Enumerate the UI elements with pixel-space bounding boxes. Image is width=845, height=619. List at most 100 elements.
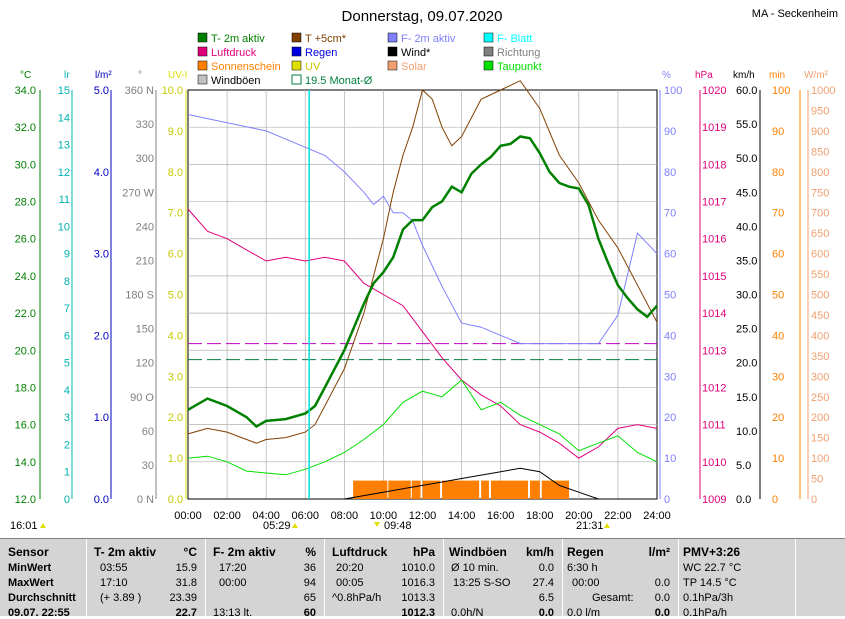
y-tick-label: 12.0 xyxy=(15,494,36,506)
y-tick-label: 80 xyxy=(664,167,676,179)
y-tick-label: 14 xyxy=(58,112,70,124)
stats-gusts-header: Windböen xyxy=(449,545,507,559)
y-tick-label: 3.0 xyxy=(94,249,109,261)
sunshine-bar xyxy=(442,480,480,499)
y-tick-label: 28.0 xyxy=(15,197,36,209)
y-tick-label: 6.0 xyxy=(168,249,183,261)
y-tick-label: 270 W xyxy=(122,187,154,199)
y-tick-label: 10 xyxy=(772,453,784,465)
y-tick-label: 0 xyxy=(64,494,70,506)
sunrise-icon xyxy=(292,523,298,528)
y-tick-label: 750 xyxy=(811,187,829,199)
stats-pressure-max-value: 1016.3 xyxy=(401,577,435,589)
stats-gusts-max-time: 13:25 S-SO xyxy=(453,577,511,589)
stats-gusts-unit: km/h xyxy=(525,545,554,559)
y-tick-label: 120 xyxy=(136,358,154,370)
legend-swatch xyxy=(483,32,494,43)
y-tick-label: 7 xyxy=(64,303,70,315)
y-tick-label: 650 xyxy=(811,228,829,240)
stats-rain-duration: 6:30 h xyxy=(567,562,598,574)
y-axis-unit: °C xyxy=(20,70,31,81)
y-tick-label: 4 xyxy=(64,385,70,397)
y-tick-label: 50.0 xyxy=(736,153,757,165)
y-tick-label: 150 xyxy=(811,433,829,445)
legend-swatch xyxy=(291,32,302,43)
pressure-series xyxy=(187,208,658,459)
stats-pmv-dewpoint: TP 14.5 °C xyxy=(683,577,737,589)
legend-swatch xyxy=(387,46,398,57)
y-tick-label: 30 xyxy=(772,371,784,383)
y-tick-label: 34.0 xyxy=(15,85,36,97)
stats-rain-current-value: 0.0 xyxy=(654,607,670,619)
legend-label: F- 2m aktiv xyxy=(401,33,456,45)
y-tick-label: 1014 xyxy=(702,308,726,320)
y-tick-label: 30.0 xyxy=(15,159,36,171)
y-tick-label: 100 xyxy=(772,85,790,97)
y-axis-unit: ° xyxy=(138,70,142,81)
x-tick-label: 02:00 xyxy=(213,510,241,522)
station-name: MA - Seckenheim xyxy=(752,8,838,20)
legend-label: Solar xyxy=(401,61,427,73)
stats-t2m-header: T- 2m aktiv xyxy=(94,545,157,559)
y-tick-label: 15 xyxy=(58,85,70,97)
sunset-icon xyxy=(604,523,610,528)
y-tick-label: 50 xyxy=(664,290,676,302)
stats-pressure-trend: ^0.8hPa/h xyxy=(332,592,382,604)
stats-f2m-max-value: 94 xyxy=(303,577,316,589)
legend-swatch xyxy=(197,60,208,71)
legend-label: Windböen xyxy=(211,75,261,87)
y-tick-label: 180 S xyxy=(125,290,154,302)
stats-min-label: MinWert xyxy=(8,562,52,574)
y-tick-label: 600 xyxy=(811,249,829,261)
sunshine-bar xyxy=(353,480,388,499)
y-tick-label: 80 xyxy=(772,167,784,179)
stats-gusts-current-dir: 0.0h/N xyxy=(451,607,484,619)
y-tick-label: 10 xyxy=(58,221,70,233)
uv-max-icon xyxy=(374,522,380,527)
y-tick-label: 100 xyxy=(664,85,682,97)
legend-swatch xyxy=(291,60,302,71)
temp-5cm-series xyxy=(187,80,658,444)
y-tick-label: 1.0 xyxy=(94,412,109,424)
stats-f2m-current-value: 60 xyxy=(303,607,316,619)
stats-rain-header: Regen xyxy=(567,545,604,559)
stats-t2m-current-value: 22.7 xyxy=(175,607,197,619)
stats-rain-total-value: 0.0 xyxy=(654,592,670,604)
y-tick-label: 700 xyxy=(811,208,829,220)
stats-pressure-column: Luftdruck hPa 20:20 1010.0 00:05 1016.3 … xyxy=(324,539,443,619)
y-tick-label: 100 xyxy=(811,453,829,465)
stats-pmv-windchill: WC 22.7 °C xyxy=(683,562,742,574)
x-tick-label: 22:00 xyxy=(604,510,632,522)
y-axis-unit: hPa xyxy=(695,70,713,81)
stats-f2m-current-note: 13:13 lt. xyxy=(213,607,253,619)
y-tick-label: 40.0 xyxy=(736,221,757,233)
y-tick-label: 5.0 xyxy=(94,85,109,97)
y-tick-label: 20 xyxy=(664,412,676,424)
stats-f2m-avg-value: 65 xyxy=(303,592,316,604)
stats-pressure-current-value: 1012.3 xyxy=(401,607,435,619)
dewpoint-series xyxy=(187,379,658,476)
x-tick-label: 08:00 xyxy=(331,510,359,522)
y-tick-label: 32.0 xyxy=(15,122,36,134)
time-mark-sunset: 21:31 xyxy=(576,520,604,532)
stats-current-label: 09.07. 22:55 xyxy=(8,607,70,619)
legend-swatch xyxy=(483,60,494,71)
y-tick-label: 90 xyxy=(664,126,676,138)
y-tick-label: 1.0 xyxy=(168,453,183,465)
stats-rain-total-label: Gesamt: xyxy=(592,592,634,604)
y-tick-label: 25.0 xyxy=(736,324,757,336)
y-tick-label: 45.0 xyxy=(736,187,757,199)
legend-swatch xyxy=(387,60,398,71)
y-tick-label: 150 xyxy=(136,324,154,336)
y-tick-label: 330 xyxy=(136,119,154,131)
y-tick-label: 300 xyxy=(136,153,154,165)
sunshine-bar xyxy=(422,480,441,499)
stats-pmv-column: PMV+3:26 WC 22.7 °C TP 14.5 °C 0.1hPa/3h… xyxy=(678,539,795,619)
y-tick-label: 900 xyxy=(811,126,829,138)
chart-title: Donnerstag, 09.07.2020 xyxy=(342,8,503,25)
legend-swatch xyxy=(291,46,302,57)
y-tick-label: 240 xyxy=(136,221,154,233)
y-tick-label: 30 xyxy=(142,460,154,472)
y-tick-label: 550 xyxy=(811,269,829,281)
y-axis-unit: W/m² xyxy=(804,70,829,81)
